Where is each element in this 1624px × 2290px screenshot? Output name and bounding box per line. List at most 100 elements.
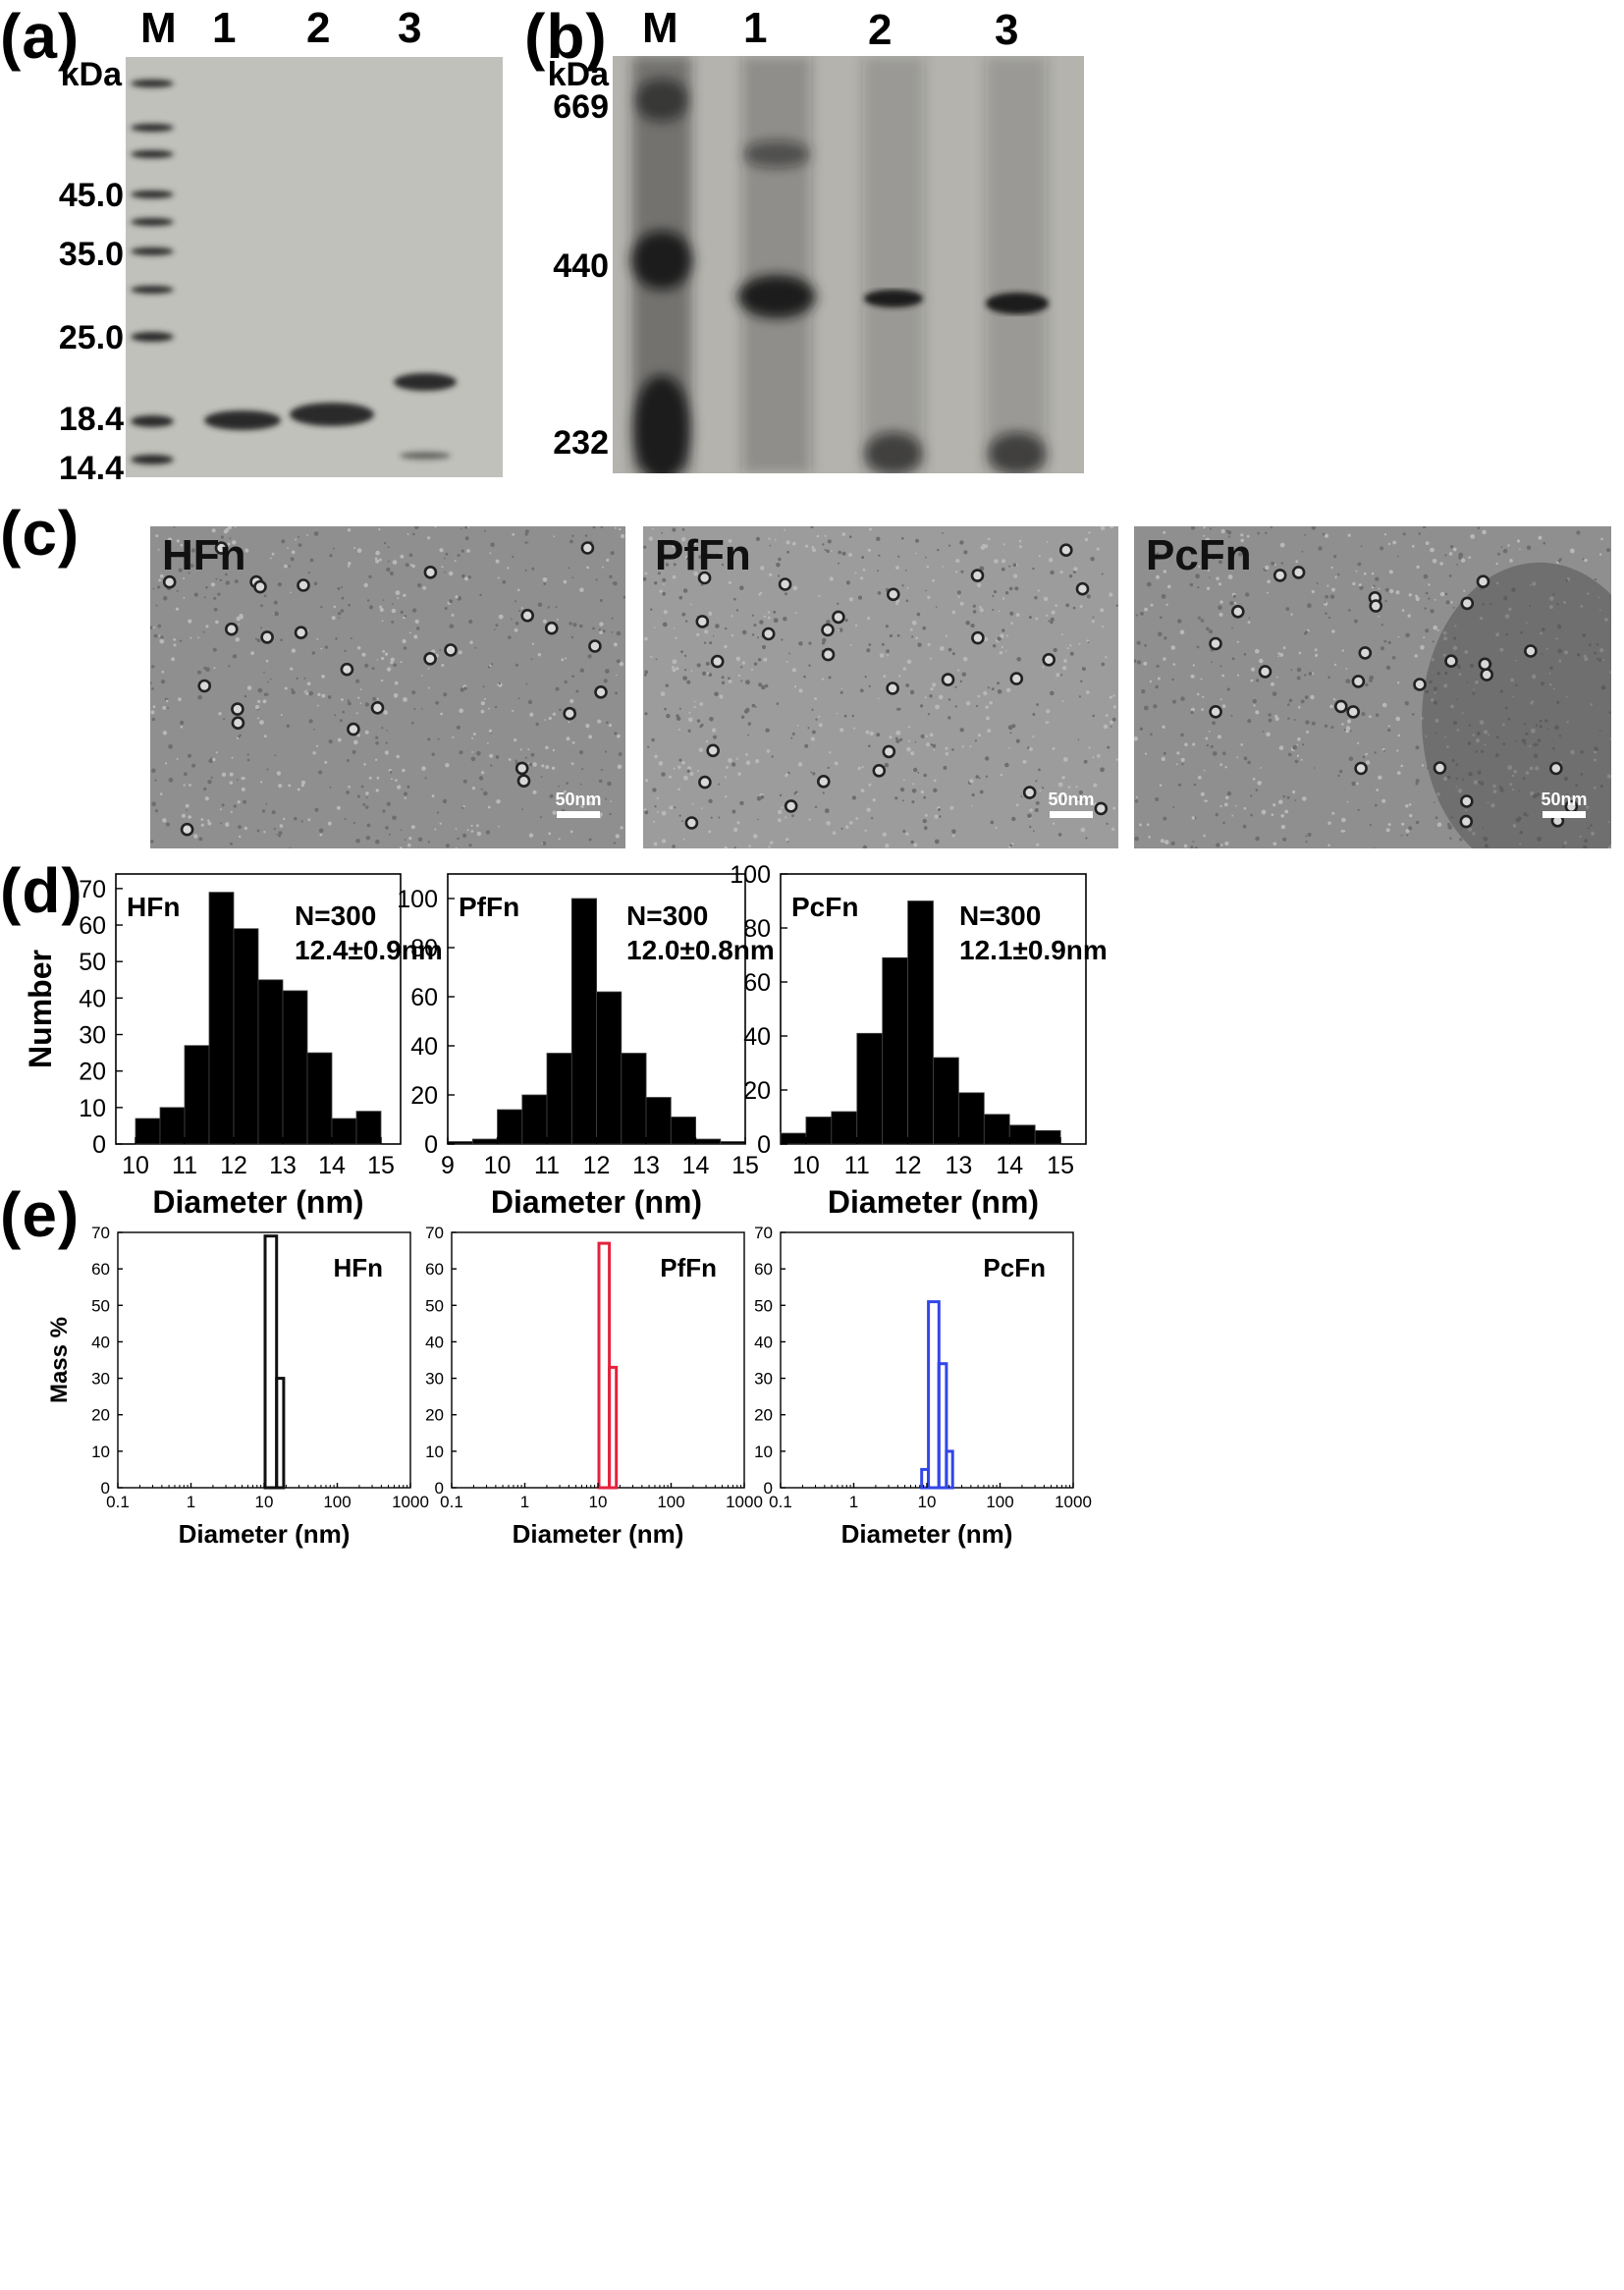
plot-title: PcFn	[983, 1253, 1046, 1282]
annotation-n: N=300	[626, 900, 708, 931]
y-tick-label: 80	[410, 935, 438, 962]
histogram-bar	[233, 928, 259, 1145]
x-tick-label: 13	[632, 1152, 660, 1179]
x-tick-label: 11	[172, 1152, 197, 1179]
gel-b-unit: kDa	[547, 56, 609, 93]
tem-particle	[684, 816, 699, 830]
histogram-bar	[695, 1138, 722, 1145]
tem-particle	[1022, 786, 1037, 799]
tem-particle	[423, 565, 438, 579]
x-tick-label: 100	[657, 1493, 684, 1511]
gel-a-lane-2: 2	[306, 4, 331, 52]
gel-b-marker-232: 232	[553, 424, 609, 462]
tem-particle	[1058, 543, 1073, 558]
plot-title: PfFn	[660, 1253, 717, 1282]
tem-particle	[1042, 653, 1056, 667]
x-axis-label: Diameter (nm)	[179, 1519, 351, 1549]
histogram-bar	[331, 1118, 357, 1145]
tem-particle	[516, 774, 531, 789]
tem-particle	[514, 761, 529, 776]
tem-particle	[347, 722, 360, 736]
y-tick-label: 30	[79, 1022, 106, 1050]
tem-particle	[971, 630, 985, 645]
tem-particle	[580, 541, 595, 555]
y-tick-label: 40	[743, 1023, 771, 1051]
gel-b-marker-440: 440	[553, 247, 609, 285]
tem-particle	[180, 822, 194, 837]
tem-particle	[817, 774, 831, 789]
x-tick-label: 13	[946, 1152, 973, 1179]
tem-particle	[423, 652, 437, 666]
y-tick-label: 20	[425, 1406, 444, 1425]
tem-particle	[872, 764, 887, 778]
histogram-bar	[471, 1138, 498, 1145]
tem-particle	[1258, 665, 1272, 679]
plot-title: HFn	[333, 1253, 383, 1282]
panel-label-a: (a)	[0, 1, 81, 72]
tem-particle	[444, 643, 458, 657]
annotation-n: N=300	[295, 900, 376, 931]
tem-particle	[1433, 761, 1447, 775]
x-tick-label: 12	[894, 1152, 922, 1179]
tem-particle	[225, 622, 239, 636]
x-tick-label: 1000	[726, 1493, 763, 1511]
x-tick-label: 14	[318, 1152, 346, 1179]
y-tick-label: 30	[754, 1370, 773, 1389]
tem-particle	[1094, 801, 1109, 816]
x-tick-label: 11	[844, 1152, 870, 1179]
y-tick-label: 10	[91, 1443, 110, 1461]
dls-bar	[937, 1362, 948, 1490]
x-tick-label: 1000	[392, 1493, 429, 1511]
annotation-mean: 12.0±0.8nm	[626, 935, 775, 965]
y-tick-label: 20	[79, 1059, 106, 1086]
x-axis-label: Diameter (nm)	[841, 1519, 1013, 1549]
tem-particle	[197, 679, 212, 693]
y-tick-label: 40	[410, 1033, 438, 1061]
y-tick-label: 100	[397, 886, 438, 913]
scale-bar-label: 50nm	[1541, 790, 1587, 809]
scale-bar-label: 50nm	[555, 790, 601, 809]
dls-bar	[945, 1449, 954, 1490]
tem-particle	[370, 701, 385, 715]
panel-label-e: (e)	[0, 1179, 81, 1250]
histogram-bar	[306, 1052, 333, 1145]
tem-particle	[1346, 705, 1360, 719]
gel-b-lane-m: M	[642, 4, 678, 52]
panel-label-d: (d)	[0, 855, 83, 926]
tem-particle	[1444, 654, 1458, 668]
x-tick-label: 10	[918, 1493, 937, 1511]
tem-particle	[1476, 574, 1490, 589]
gel-a-lane-3: 3	[398, 4, 422, 52]
gel-a-lane-m: M	[140, 4, 177, 52]
histogram-bar	[670, 1117, 696, 1145]
histogram-bar	[355, 1111, 382, 1145]
x-tick-label: 100	[986, 1493, 1013, 1511]
tem-particle	[821, 647, 836, 662]
histogram-bar	[135, 1118, 161, 1145]
gel-a-marker-14: 14.4	[58, 450, 124, 487]
histogram-bar	[831, 1111, 858, 1145]
y-tick-label: 60	[91, 1260, 110, 1279]
tem-particle	[1460, 596, 1475, 611]
tem-particle	[594, 685, 608, 699]
dls-bar	[597, 1241, 612, 1490]
dls-bar	[263, 1234, 279, 1490]
x-tick-label: 10	[255, 1493, 274, 1511]
histogram-bar	[645, 1097, 672, 1145]
scale-bar	[557, 811, 600, 818]
gel-b-marker-669: 669	[553, 88, 609, 126]
x-tick-label: 10	[122, 1152, 149, 1179]
annotation-mean: 12.4±0.9nm	[295, 935, 443, 965]
tem-particle	[1354, 761, 1368, 776]
tem-particle	[1272, 569, 1287, 582]
y-tick-label: 0	[101, 1479, 110, 1498]
tem-particle	[710, 654, 725, 669]
tem-particle	[1209, 705, 1222, 719]
tem-particle	[340, 662, 354, 677]
gel-a-marker-18: 18.4	[58, 401, 124, 438]
plot-title: HFn	[127, 892, 180, 922]
y-tick-label: 20	[91, 1406, 110, 1425]
histogram-bar	[159, 1107, 186, 1145]
y-tick-label: 50	[425, 1296, 444, 1315]
tem-particle	[214, 541, 229, 555]
